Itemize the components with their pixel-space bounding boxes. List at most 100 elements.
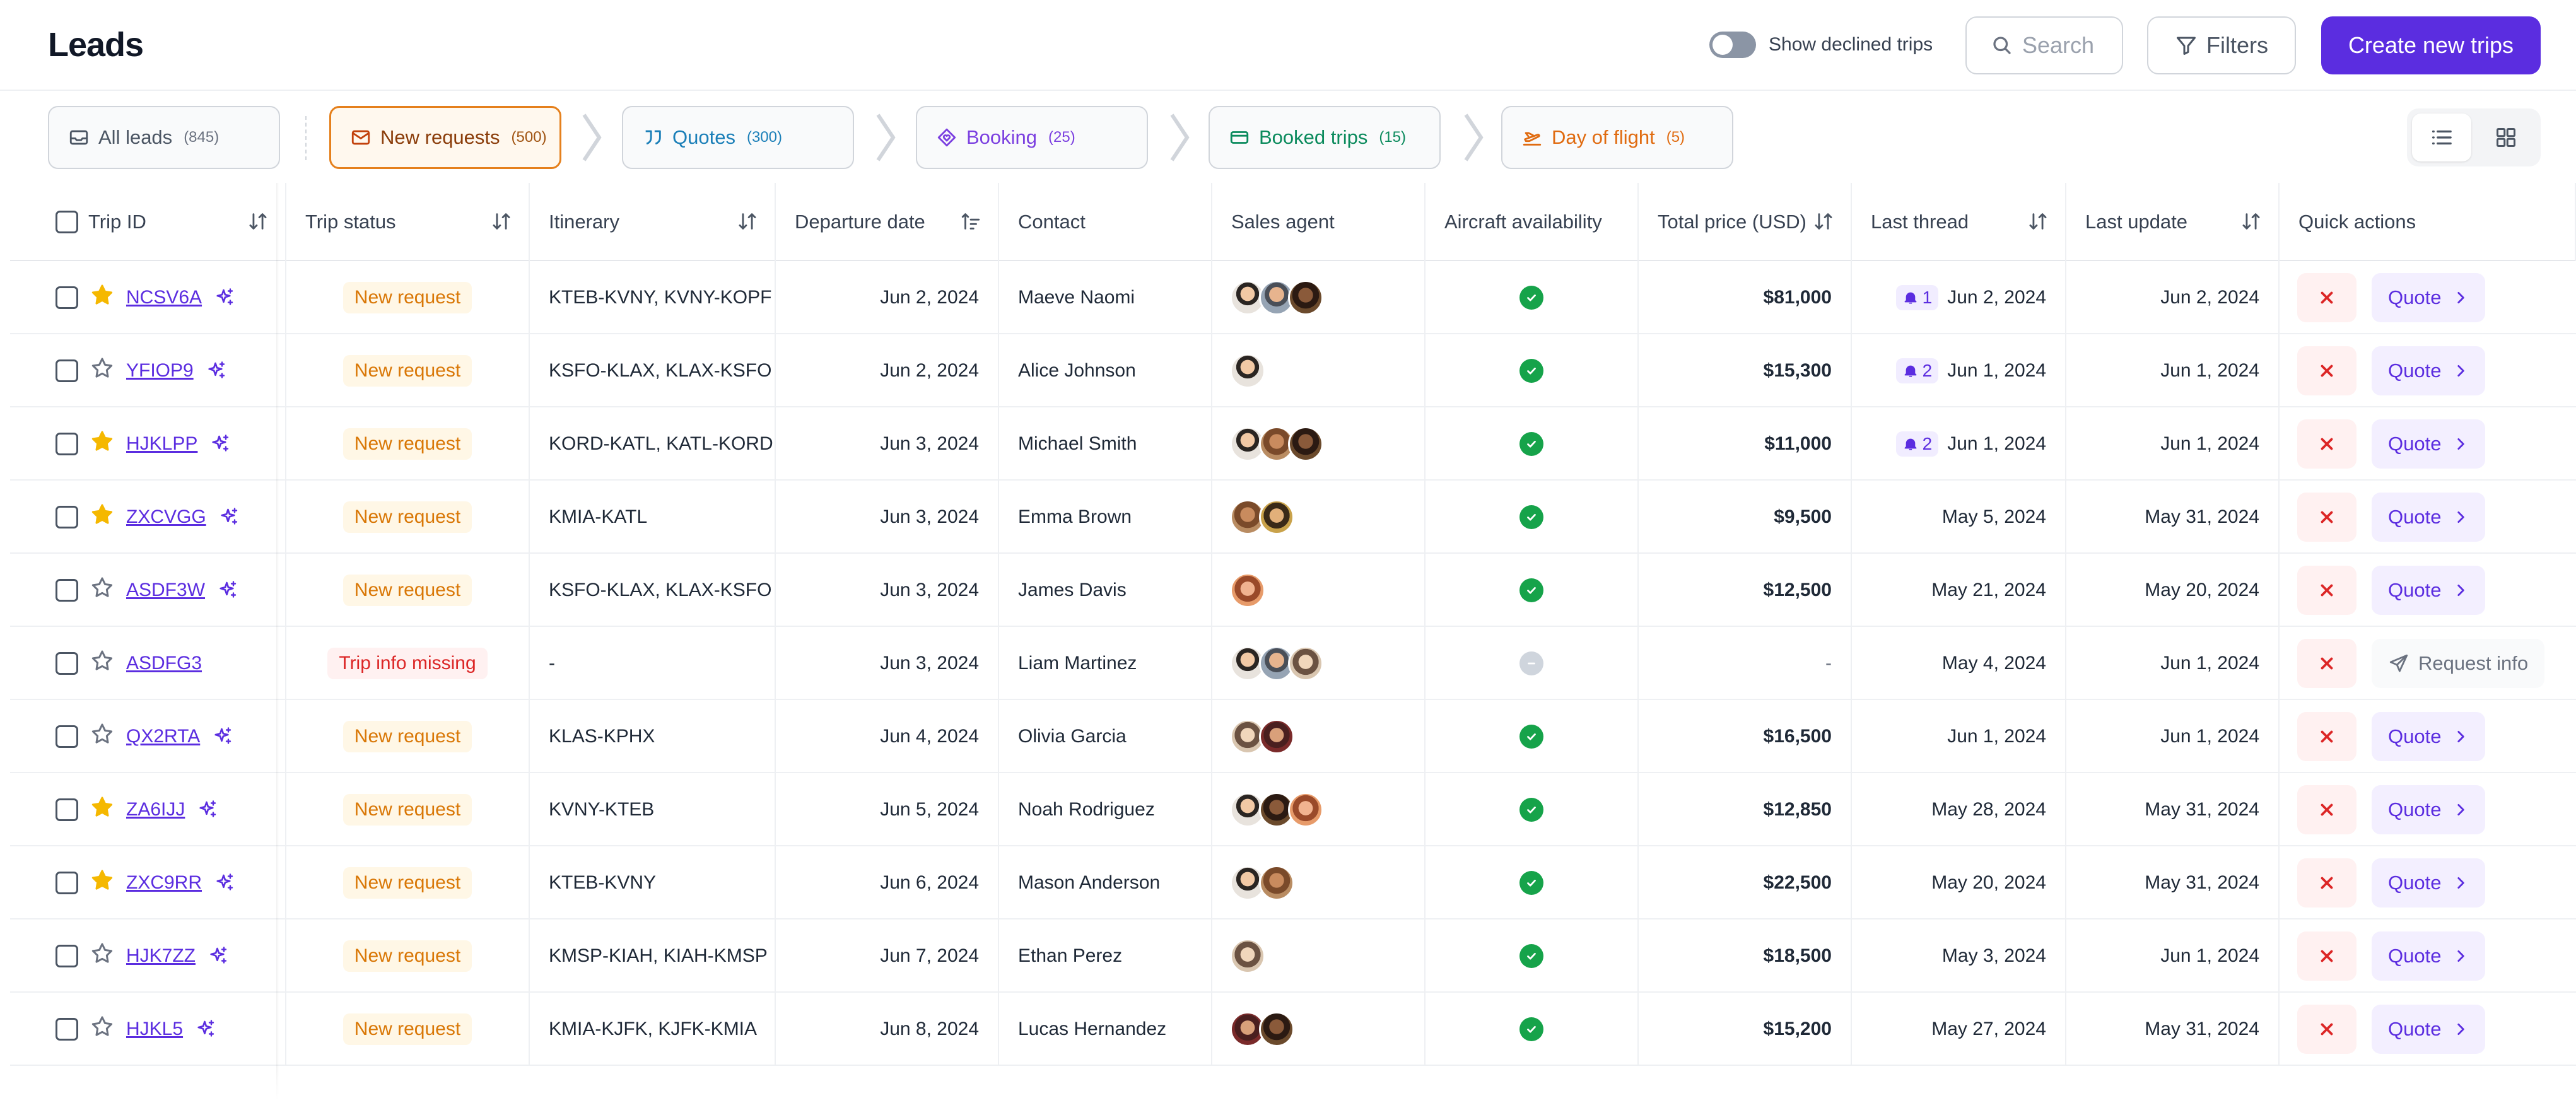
decline-button[interactable] [2297, 346, 2356, 395]
decline-button[interactable] [2297, 1005, 2356, 1054]
decline-button[interactable] [2297, 712, 2356, 761]
star-button[interactable] [90, 575, 115, 605]
col-last-update-header[interactable]: Last update [2066, 183, 2280, 261]
trip-id-link[interactable]: ZXC9RR [126, 872, 202, 893]
thread-notification-badge[interactable]: 1 [1895, 285, 1939, 310]
star-button[interactable] [90, 356, 115, 386]
trip-id-link[interactable]: QX2RTA [126, 726, 201, 747]
sort-button[interactable] [2027, 211, 2049, 237]
decline-button[interactable] [2297, 566, 2356, 615]
decline-button[interactable] [2297, 273, 2356, 322]
row-checkbox[interactable] [56, 652, 78, 675]
decline-button[interactable] [2297, 493, 2356, 542]
star-button[interactable] [90, 283, 115, 313]
row-checkbox[interactable] [56, 945, 78, 967]
decline-button[interactable] [2297, 858, 2356, 908]
stage-booked-trips[interactable]: Booked trips (15) [1209, 106, 1441, 169]
contact-name[interactable]: Ethan Perez [1018, 945, 1123, 966]
stage-new-requests[interactable]: New requests (500) [329, 106, 561, 169]
star-button[interactable] [90, 502, 115, 532]
quote-button[interactable]: Quote [2372, 346, 2486, 395]
select-all-checkbox[interactable] [56, 211, 78, 233]
trip-id-link[interactable]: HJKLPP [126, 433, 198, 454]
contact-name[interactable]: Liam Martinez [1018, 653, 1137, 674]
row-checkbox[interactable] [56, 506, 78, 528]
stage-booking[interactable]: Booking (25) [916, 106, 1148, 169]
trip-id-link[interactable]: ASDFG3 [126, 653, 202, 674]
grid-view-button[interactable] [2476, 114, 2536, 161]
show-declined-toggle[interactable] [1709, 32, 1756, 58]
sort-button[interactable] [960, 211, 981, 237]
sort-button[interactable] [1813, 211, 1834, 237]
row-checkbox[interactable] [56, 433, 78, 455]
quote-button[interactable]: Quote [2372, 931, 2486, 981]
contact-name[interactable]: Emma Brown [1018, 506, 1132, 527]
decline-button[interactable] [2297, 419, 2356, 469]
row-checkbox[interactable] [56, 359, 78, 382]
quote-button[interactable]: Quote [2372, 858, 2486, 908]
contact-name[interactable]: Noah Rodriguez [1018, 799, 1155, 820]
show-declined-control[interactable]: Show declined trips [1709, 32, 1933, 58]
contact-name[interactable]: James Davis [1018, 580, 1127, 600]
search-button[interactable]: Search [1965, 16, 2123, 74]
contact-name[interactable]: Mason Anderson [1018, 872, 1161, 893]
sales-agent-avatar[interactable] [1259, 499, 1294, 535]
contact-name[interactable]: Michael Smith [1018, 433, 1137, 454]
thread-notification-badge[interactable]: 2 [1895, 358, 1939, 383]
contact-name[interactable]: Alice Johnson [1018, 360, 1136, 381]
quote-button[interactable]: Quote [2372, 1005, 2486, 1054]
stage-day-of-flight[interactable]: Day of flight (5) [1501, 106, 1733, 169]
decline-button[interactable] [2297, 639, 2356, 688]
contact-name[interactable]: Lucas Hernandez [1018, 1019, 1167, 1039]
contact-name[interactable]: Maeve Naomi [1018, 287, 1135, 308]
row-checkbox[interactable] [56, 286, 78, 309]
col-last-thread-header[interactable]: Last thread [1852, 183, 2066, 261]
sort-button[interactable] [247, 211, 269, 237]
list-view-button[interactable] [2412, 114, 2471, 161]
trip-id-link[interactable]: YFIOP9 [126, 360, 194, 381]
stage-all-leads[interactable]: All leads (845) [48, 106, 280, 169]
col-trip-status-header[interactable]: Trip status [286, 183, 530, 261]
star-button[interactable] [90, 721, 115, 752]
col-total-price-header[interactable]: Total price (USD) [1639, 183, 1852, 261]
row-checkbox[interactable] [56, 725, 78, 748]
star-button[interactable] [90, 868, 115, 898]
sales-agent-avatar[interactable] [1288, 426, 1323, 462]
filters-button[interactable]: Filters [2147, 16, 2296, 74]
star-button[interactable] [90, 941, 115, 971]
star-button[interactable] [90, 795, 115, 825]
sales-agent-avatar[interactable] [1259, 1012, 1294, 1047]
decline-button[interactable] [2297, 785, 2356, 834]
col-trip-id-header[interactable]: Trip ID [10, 183, 286, 261]
star-button[interactable] [90, 648, 115, 679]
trip-id-link[interactable]: HJK7ZZ [126, 945, 196, 966]
row-checkbox[interactable] [56, 872, 78, 894]
trip-id-link[interactable]: ASDF3W [126, 580, 206, 600]
star-button[interactable] [90, 429, 115, 459]
sort-button[interactable] [737, 211, 758, 237]
trip-id-link[interactable]: NCSV6A [126, 287, 202, 308]
thread-notification-badge[interactable]: 2 [1895, 431, 1939, 457]
quote-button[interactable]: Quote [2372, 493, 2486, 542]
sales-agent-avatar[interactable] [1288, 792, 1323, 827]
sales-agent-avatar[interactable] [1288, 280, 1323, 315]
create-trips-button[interactable]: Create new trips [2321, 16, 2541, 74]
quote-button[interactable]: Quote [2372, 273, 2486, 322]
request-info-button[interactable]: Request info [2372, 639, 2545, 688]
sales-agent-avatar[interactable] [1230, 573, 1265, 608]
row-checkbox[interactable] [56, 798, 78, 821]
sales-agent-avatar[interactable] [1230, 938, 1265, 974]
trip-id-link[interactable]: ZA6IJJ [126, 799, 185, 820]
trip-id-link[interactable]: ZXCVGG [126, 506, 206, 527]
contact-name[interactable]: Olivia Garcia [1018, 726, 1127, 747]
sales-agent-avatar[interactable] [1259, 719, 1294, 754]
quote-button[interactable]: Quote [2372, 419, 2486, 469]
sales-agent-avatar[interactable] [1288, 646, 1323, 681]
star-button[interactable] [90, 1014, 115, 1044]
row-checkbox[interactable] [56, 579, 78, 602]
col-departure-date-header[interactable]: Departure date [776, 183, 999, 261]
decline-button[interactable] [2297, 931, 2356, 981]
quote-button[interactable]: Quote [2372, 712, 2486, 761]
quote-button[interactable]: Quote [2372, 566, 2486, 615]
sort-button[interactable] [491, 211, 512, 237]
